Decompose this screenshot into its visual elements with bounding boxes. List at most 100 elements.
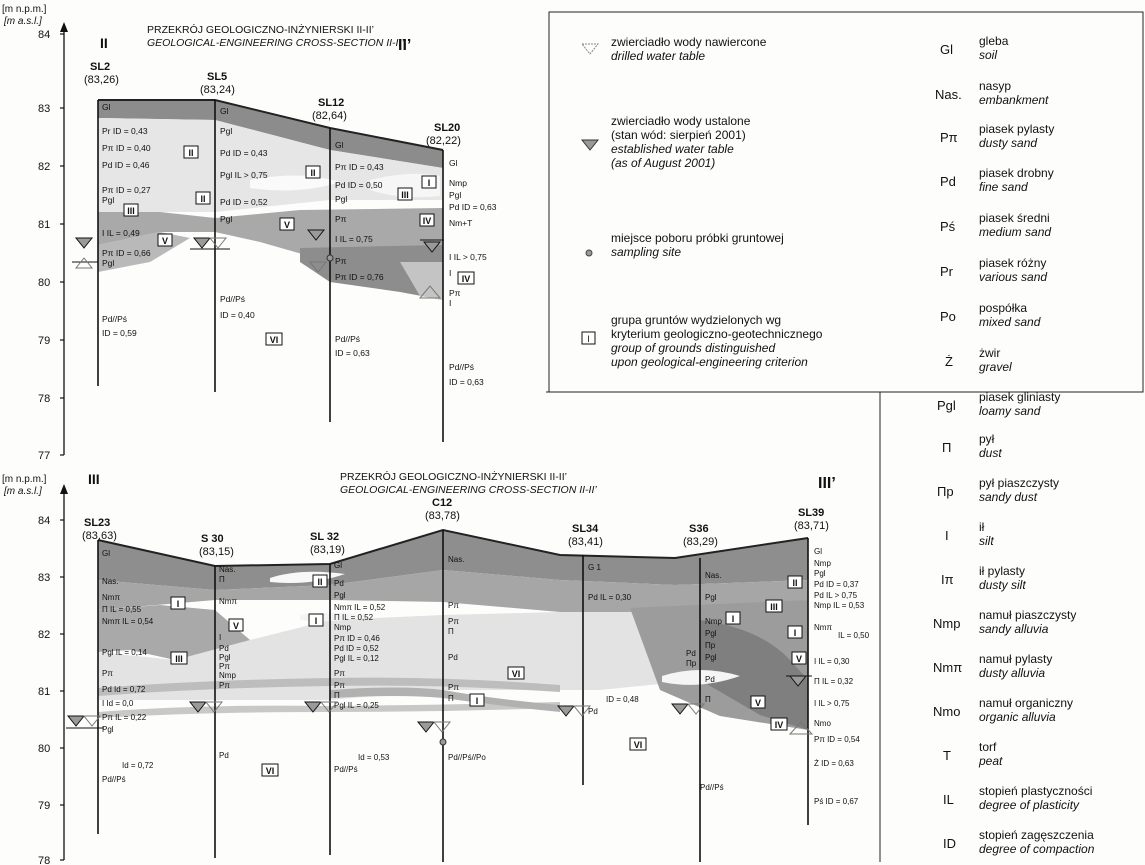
water-table-drilled-icon [208,237,228,249]
tick-79: 79 [38,335,50,347]
svg-text:Nm+T: Nm+T [449,218,472,228]
water-table-drilled-icon [204,701,224,713]
svg-text:Pgl: Pgl [219,653,231,662]
sl32-annotations: Gl Pd Pgl Nmπ IL = 0,52 Π IL = 0,52 Nmp … [334,561,390,774]
group-box: VI [261,763,279,777]
svg-text:ID = 0,40: ID = 0,40 [220,310,255,320]
svg-text:Nas.: Nas. [102,577,118,586]
svg-text:organic alluvia: organic alluvia [979,710,1056,724]
group-box: VI [507,666,525,680]
svg-text:Pd//Pś: Pd//Pś [700,783,724,792]
svg-text:Nmπ IL = 0,52: Nmπ IL = 0,52 [334,603,386,612]
group-box: III [123,203,139,217]
svg-text:namuł piaszczysty: namuł piaszczysty [979,608,1076,622]
svg-text:I: I [449,268,451,278]
svg-text:Nmp: Nmp [449,178,467,188]
sl5-annotations: Gl Pgl Pd ID = 0,43 Pgl IL > 0,75 Pd ID … [220,106,268,320]
bottom-water-tables [66,675,814,746]
svg-text:Pπ: Pπ [448,683,459,692]
s36-annotations: Nas. Pgl Nmp Pgl Πp Pd Πp Pgl Pd Π Pd//P… [686,571,724,792]
svg-text:V: V [755,698,761,708]
svg-text:Pgl: Pgl [449,190,461,200]
svg-text:Pd: Pd [705,675,715,684]
sampling-site-icon [585,249,593,257]
svg-text:dust: dust [979,446,1002,460]
svg-text:I IL > 0,75: I IL > 0,75 [814,699,850,708]
water-table-icon [416,721,436,733]
svg-text:Nmπ: Nmπ [102,593,120,602]
svg-text:II: II [310,168,315,178]
svg-text:Pd//Pś: Pd//Pś [102,775,126,784]
group-box: I [421,175,437,189]
group-box: V [157,233,173,247]
svg-text:VI: VI [270,335,279,345]
svg-text:Pπ: Pπ [335,256,347,266]
group-box: III [397,187,413,201]
group-box: V [750,695,766,709]
tick-81: 81 [38,219,50,231]
svg-text:Pd: Pd [686,649,696,658]
svg-text:Pd: Pd [334,579,344,588]
water-table-icon [422,241,442,253]
svg-text:VI: VI [634,740,643,750]
svg-text:pył piaszczysty: pył piaszczysty [979,476,1059,490]
tick-77: 77 [38,450,50,462]
top-title-pl: PRZEKRÓJ GEOLOGICZNO-INŻYNIERSKI II-II’ [147,23,374,36]
svg-text:Pd ID = 0,46: Pd ID = 0,46 [102,160,150,170]
sl12-elev: (82,64) [312,110,347,122]
svg-text:Pgl: Pgl [334,591,346,600]
svg-text:dusty silt: dusty silt [979,578,1026,592]
top-y-axis: 84 83 82 81 80 79 78 77 [m n.p.m.] [m a.… [2,4,68,462]
svg-text:S36: S36 [689,523,709,535]
svg-text:Pd IL = 0,30: Pd IL = 0,30 [588,593,632,602]
top-layers [98,100,443,300]
svg-text:Π IL = 0,55: Π IL = 0,55 [102,605,142,614]
legend-sampling-en: sampling site [611,245,681,259]
svg-text:I IL > 0,75: I IL > 0,75 [449,252,487,262]
svg-text:Pd//Pś: Pd//Pś [335,334,360,344]
legend-drilled-en: drilled water table [611,49,705,63]
legend-drilled-pl: zwierciadło wody nawiercone [611,35,767,49]
svg-text:SL34: SL34 [572,523,599,535]
axis-unit-pl: [m n.p.m.] [2,4,47,15]
svg-text:Pπ IL = 0,22: Pπ IL = 0,22 [102,713,147,722]
svg-text:Pgl: Pgl [705,629,717,638]
svg-text:namuł organiczny: namuł organiczny [979,696,1073,710]
tick-82: 82 [38,161,50,173]
svg-text:Pd ID = 0,63: Pd ID = 0,63 [449,202,497,212]
svg-text:VI: VI [512,669,521,679]
top-group-boxes: II III II V II V III I IV IV VI [123,145,475,346]
legend-established-pl2: (stan wód: sierpień 2001) [611,128,746,142]
svg-text:Gl: Gl [449,158,458,168]
bottom-left-mark: III [88,471,100,487]
svg-text:Nmp IL = 0,53: Nmp IL = 0,53 [814,601,865,610]
svg-text:namuł pylasty: namuł pylasty [979,652,1052,666]
svg-text:piasek średni: piasek średni [979,211,1050,225]
svg-text:fine sand: fine sand [979,180,1028,194]
top-ground-surface [98,99,444,151]
svg-text:III: III [770,602,778,612]
c12-annotations: Nas. Pπ Pπ Π Pd Pπ Π Pd//Pś//Po [448,555,486,762]
svg-text:Ż: Ż [945,354,953,369]
svg-text:78: 78 [38,855,50,865]
svg-text:82: 82 [38,629,50,641]
sl2-annotations: Gl Pr ID = 0,43 Pπ ID = 0,40 Pd ID = 0,4… [102,102,151,338]
svg-text:soil: soil [979,48,997,62]
top-left-mark: II [100,35,108,51]
svg-text:Pπ ID = 0,46: Pπ ID = 0,46 [334,634,380,643]
svg-text:Π: Π [448,694,454,703]
svg-text:degree of plasticity: degree of plasticity [979,798,1080,812]
group-box: V [791,651,807,665]
svg-text:various sand: various sand [979,270,1047,284]
water-table-icon [192,237,212,249]
tick-80: 80 [38,277,50,289]
svg-text:Nmπ: Nmπ [933,660,962,675]
svg-text:Nmp: Nmp [705,617,722,626]
svg-text:84: 84 [38,515,50,527]
